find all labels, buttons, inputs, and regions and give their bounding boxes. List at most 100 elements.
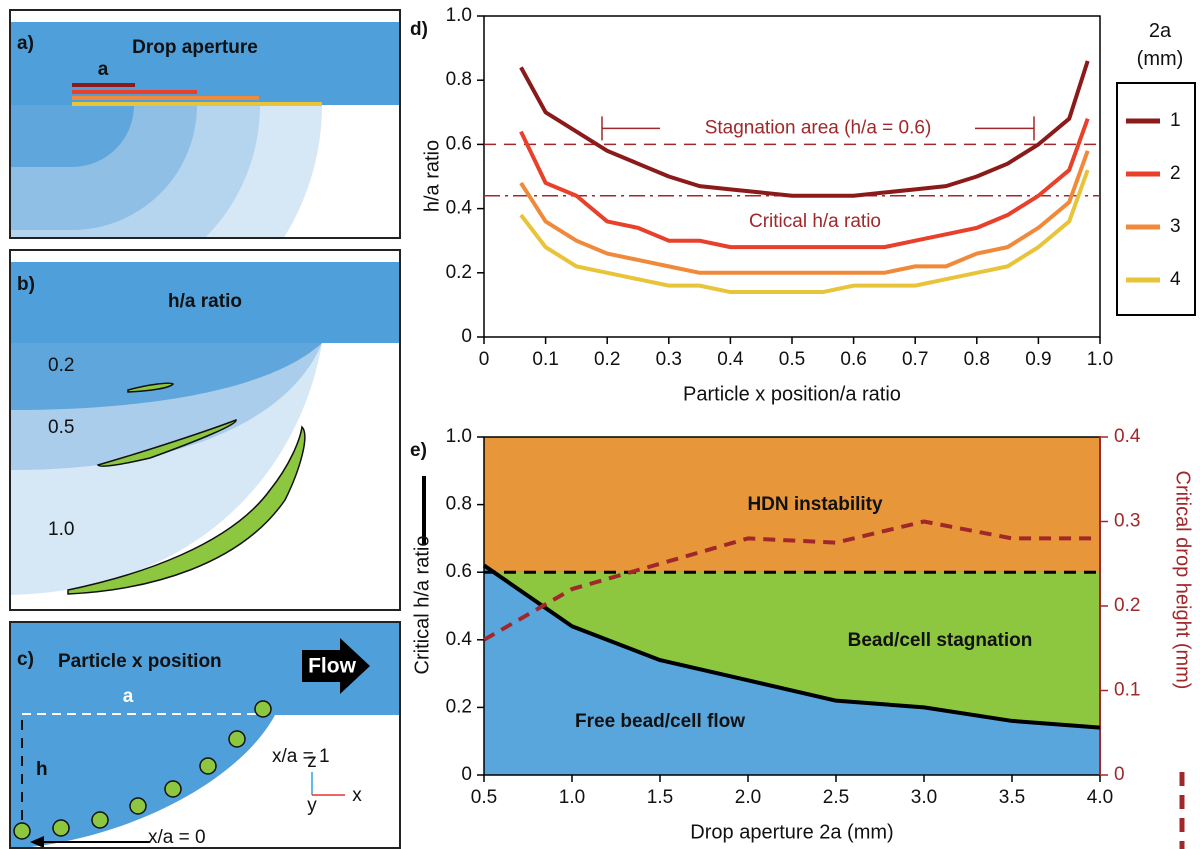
- x-tick-label: 1.0: [559, 787, 585, 808]
- x-tick-label: 1.0: [1087, 349, 1113, 370]
- x-tick-label: 0.7: [902, 349, 928, 370]
- x-tick-label: 0.3: [656, 349, 682, 370]
- x-tick-label: 0.5: [471, 787, 497, 808]
- drop-region: [11, 343, 322, 410]
- reference-label: Critical h/a ratio: [749, 211, 881, 232]
- x-tick-label: 2.0: [735, 787, 761, 808]
- region-label: Free bead/cell flow: [575, 711, 745, 732]
- panel-label: b): [17, 274, 35, 295]
- particle-trace: [127, 382, 175, 393]
- y-tick-label: 0.6: [446, 133, 472, 154]
- x-tick-label: 0.5: [779, 349, 805, 370]
- series-line: [519, 118, 1090, 250]
- axis-label: y: [307, 795, 317, 816]
- height-label: h: [36, 759, 48, 780]
- x-tick-label: 0.4: [717, 349, 744, 370]
- y-tick-label: 0.6: [446, 561, 472, 582]
- panel-title: Particle x position: [58, 651, 222, 672]
- region-label: HDN instability: [747, 494, 883, 515]
- particle: [129, 797, 147, 815]
- panel-label: a): [17, 33, 34, 54]
- panel-label: c): [17, 649, 34, 670]
- start-label: x/a = 0: [148, 827, 206, 848]
- axis-label: x: [352, 785, 362, 806]
- level-label: 1.0: [48, 519, 74, 540]
- y-tick-label: 0.2: [446, 696, 472, 717]
- y2-axis-title: Critical drop height (mm): [1172, 471, 1194, 690]
- panel-label: e): [410, 440, 427, 461]
- series-line: [519, 150, 1090, 275]
- legend-label: 3: [1170, 216, 1181, 237]
- y2-tick-label: 0: [1114, 764, 1125, 785]
- particle: [199, 757, 217, 775]
- level-label: 0.2: [48, 355, 74, 376]
- legend-label: 4: [1170, 269, 1181, 290]
- legend-label: 1: [1170, 110, 1181, 131]
- legend-title: 2a (mm): [1137, 20, 1184, 70]
- y2-tick-label: 0.4: [1114, 426, 1141, 447]
- y2-tick-label: 0.1: [1114, 680, 1140, 701]
- x-tick-label: 0.6: [840, 349, 866, 370]
- x-tick-label: 3.0: [911, 787, 937, 808]
- panel-border: [9, 249, 401, 611]
- x-tick-label: 1.5: [647, 787, 673, 808]
- y-tick-label: 0.8: [446, 69, 472, 90]
- y-tick-label: 0.4: [446, 629, 473, 650]
- x-tick-label: 2.5: [823, 787, 849, 808]
- width-label: a: [123, 686, 134, 707]
- region-label: Bead/cell stagnation: [848, 630, 1033, 651]
- drop-region: [11, 715, 275, 849]
- drop-region: [11, 105, 134, 167]
- particle: [164, 780, 182, 798]
- series-line: [483, 519, 1100, 642]
- particle: [228, 730, 246, 748]
- axis-label: z: [307, 751, 317, 772]
- arrowhead: [30, 836, 44, 848]
- x-tick-label: 4.0: [1087, 787, 1113, 808]
- y-tick-label: 1.0: [446, 5, 472, 26]
- series-line: [519, 60, 1090, 198]
- y-tick-label: 1.0: [446, 426, 472, 447]
- channel: [11, 262, 399, 343]
- channel: [11, 22, 399, 105]
- panel-title: Drop aperture: [132, 37, 258, 58]
- flow-arrow: [302, 638, 370, 694]
- x-tick-label: 3.5: [999, 787, 1025, 808]
- y2-tick-label: 0.3: [1114, 511, 1140, 532]
- y-axis-title: Critical h/a ratio: [411, 536, 433, 675]
- legend-label: 2: [1170, 163, 1181, 184]
- y-tick-label: 0.4: [446, 198, 473, 219]
- panel-title: h/a ratio: [168, 291, 242, 312]
- end-label: x/a = 1: [272, 746, 330, 767]
- x-tick-label: 0.8: [964, 349, 990, 370]
- y-tick-label: 0.2: [446, 262, 472, 283]
- panel-b: b) h/a ratio 0.2 0.5 1.0: [9, 249, 401, 611]
- panel-border: [9, 621, 401, 849]
- level-label: 0.5: [48, 417, 74, 438]
- plot-frame: [483, 15, 1101, 338]
- particles: [13, 700, 272, 840]
- particle: [91, 811, 109, 829]
- particle: [13, 822, 31, 840]
- panel-c: c) Particle x position Flow a h x/a = 1 …: [9, 621, 401, 849]
- x-tick-label: 0.2: [594, 349, 620, 370]
- reference-label: Stagnation area (h/a = 0.6): [705, 117, 932, 138]
- y-tick-label: 0.8: [446, 494, 472, 515]
- y2-tick-label: 0.2: [1114, 595, 1140, 616]
- particle: [254, 700, 272, 718]
- y-tick-label: 0: [461, 326, 472, 347]
- flow-label: Flow: [308, 655, 356, 678]
- x-axis-title: Drop aperture 2a (mm): [690, 821, 893, 843]
- y-axis-title: h/a ratio: [421, 140, 443, 212]
- series-line: [519, 169, 1090, 295]
- aperture-label: a: [98, 59, 109, 80]
- legend-box: [1116, 82, 1196, 316]
- particle-trace: [67, 425, 306, 595]
- x-axis-title: Particle x position/a ratio: [683, 383, 901, 405]
- region: [484, 565, 1100, 775]
- x-tick-label: 0.1: [532, 349, 558, 370]
- y-tick-label: 0: [461, 764, 472, 785]
- series-line: [482, 563, 1101, 730]
- x-tick-label: 0: [479, 349, 490, 370]
